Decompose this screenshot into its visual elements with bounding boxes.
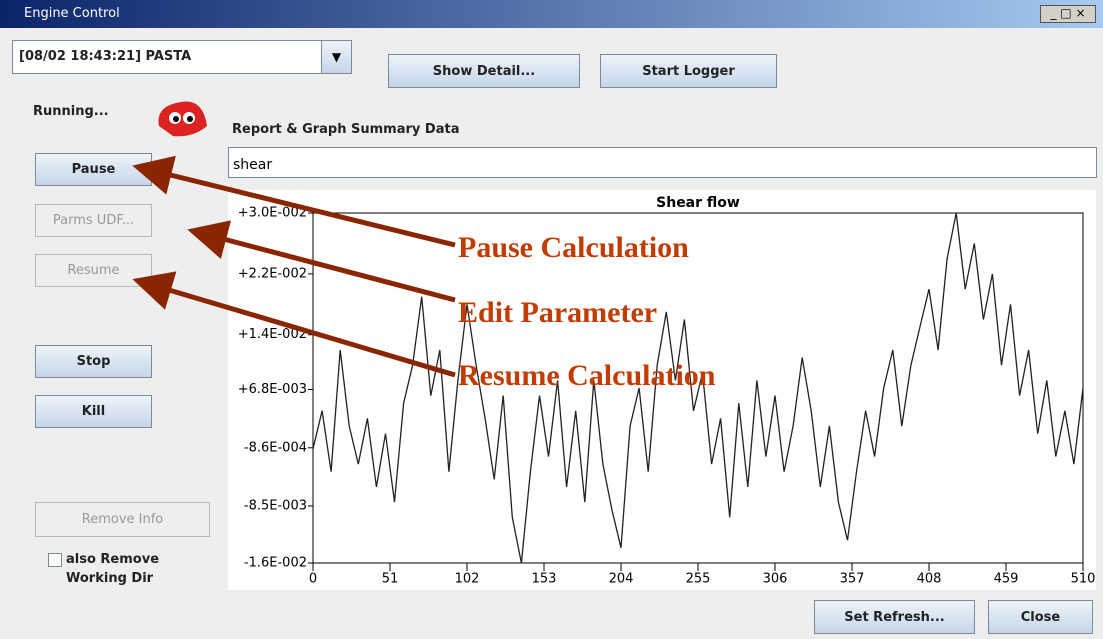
window-title: Engine Control <box>24 6 120 21</box>
parms-button[interactable]: Parms UDF... <box>35 204 152 237</box>
remove-info-button[interactable]: Remove Info <box>35 502 210 537</box>
kill-button[interactable]: Kill <box>35 395 152 428</box>
set-refresh-button[interactable]: Set Refresh... <box>814 600 975 634</box>
stop-button[interactable]: Stop <box>35 345 152 378</box>
x-tick-label: 0 <box>309 572 317 587</box>
checkbox-label: Working Dir <box>66 571 154 586</box>
annotation-arrow <box>187 220 456 303</box>
summary-list[interactable]: shear <box>228 147 1097 178</box>
list-item[interactable]: shear <box>233 157 273 173</box>
checkbox[interactable] <box>48 553 62 567</box>
y-tick-label: -8.6E-004 <box>244 440 307 455</box>
title-bar: Engine Control _ □ × <box>0 0 1103 28</box>
running-icon <box>158 101 207 137</box>
annotation-text: Resume Calculation <box>458 359 716 392</box>
window-buttons[interactable]: _ □ × <box>1040 5 1096 23</box>
job-select[interactable]: [08/02 18:43:21] PASTA ▼ <box>12 40 352 74</box>
x-tick-label: 306 <box>763 572 788 587</box>
close-button[interactable]: Close <box>988 600 1093 634</box>
y-tick-label: -8.5E-003 <box>244 498 307 513</box>
y-tick-label: +1.4E-002 <box>238 327 307 342</box>
chart-title: Shear flow <box>656 195 740 211</box>
plot-area <box>312 212 1084 564</box>
x-tick-label: 204 <box>609 572 634 587</box>
x-tick-label: 357 <box>840 572 865 587</box>
x-tick-label: 153 <box>532 572 557 587</box>
x-tick-label: 510 <box>1071 572 1096 587</box>
x-tick-label: 459 <box>994 572 1019 587</box>
y-tick-label: +6.8E-003 <box>238 382 307 397</box>
y-tick-label: +2.2E-002 <box>238 266 307 281</box>
x-tick-label: 408 <box>917 572 942 587</box>
dropdown-arrow[interactable]: ▼ <box>321 41 351 73</box>
x-tick-label: 255 <box>686 572 711 587</box>
annotation-arrow <box>132 155 456 248</box>
annotation-arrow <box>132 271 456 378</box>
annotation-text: Pause Calculation <box>458 231 689 264</box>
start-logger-button[interactable]: Start Logger <box>600 54 777 88</box>
summary-label: Report & Graph Summary Data <box>232 122 460 137</box>
status-text: Running... <box>33 104 109 119</box>
x-tick-label: 102 <box>455 572 480 587</box>
job-select-text: [08/02 18:43:21] PASTA <box>19 49 192 64</box>
annotation-text: Edit Parameter <box>458 296 657 329</box>
y-tick-label: -1.6E-002 <box>244 556 307 571</box>
show-detail-button[interactable]: Show Detail... <box>388 54 580 88</box>
checkbox-label: also Remove <box>66 552 160 567</box>
x-tick-label: 51 <box>382 572 399 587</box>
y-tick-label: +3.0E-002 <box>238 206 307 221</box>
